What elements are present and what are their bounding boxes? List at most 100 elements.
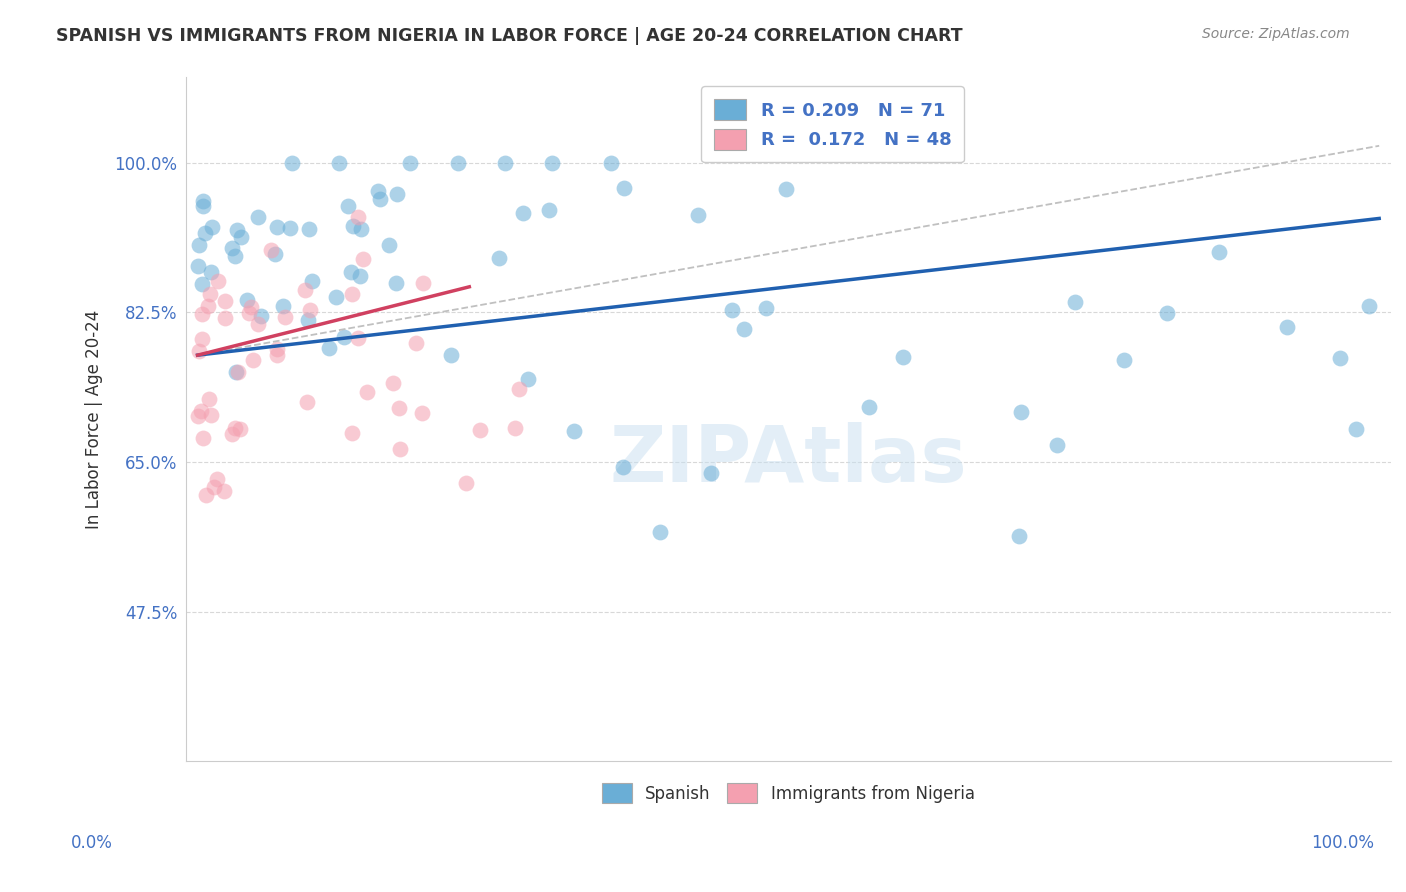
Point: [187, 343, 209, 358]
Point: [347, 330, 370, 344]
Point: [389, 442, 412, 457]
Point: [221, 426, 243, 441]
Point: [194, 227, 217, 241]
Point: [734, 321, 756, 335]
Point: [1010, 405, 1032, 419]
Point: [207, 274, 229, 288]
Point: [246, 210, 269, 224]
Point: [193, 199, 215, 213]
Point: [648, 525, 671, 540]
Point: [281, 156, 304, 170]
Point: [273, 310, 295, 325]
Point: [503, 421, 526, 435]
Point: [512, 206, 534, 220]
Legend: Spanish, Immigrants from Nigeria: Spanish, Immigrants from Nigeria: [591, 772, 987, 814]
Point: [195, 488, 218, 502]
Point: [200, 265, 222, 279]
Text: 100.0%: 100.0%: [1312, 834, 1374, 852]
Point: [191, 307, 214, 321]
Point: [191, 332, 214, 346]
Point: [224, 421, 246, 435]
Point: [200, 409, 222, 423]
Point: [1275, 320, 1298, 334]
Text: 0.0%: 0.0%: [70, 834, 112, 852]
Point: [612, 460, 634, 475]
Point: [224, 249, 246, 263]
Point: [564, 424, 586, 438]
Point: [686, 208, 709, 222]
Point: [229, 230, 252, 244]
Point: [1063, 295, 1085, 310]
Point: [382, 376, 405, 390]
Point: [342, 425, 364, 440]
Point: [1329, 351, 1351, 365]
Point: [412, 276, 434, 290]
Point: [239, 300, 262, 314]
Point: [337, 199, 360, 213]
Point: [197, 299, 219, 313]
Point: [600, 156, 623, 170]
Point: [1208, 244, 1230, 259]
Point: [332, 330, 354, 344]
Point: [517, 372, 540, 386]
Point: [214, 294, 236, 309]
Point: [190, 404, 212, 418]
Point: [339, 265, 361, 279]
Point: [202, 480, 225, 494]
Point: [187, 238, 209, 252]
Point: [1156, 306, 1178, 320]
Point: [298, 222, 321, 236]
Point: [226, 365, 249, 379]
Point: [328, 156, 350, 170]
Point: [538, 202, 561, 217]
Point: [342, 219, 364, 234]
Point: [212, 483, 235, 498]
Point: [301, 274, 323, 288]
Point: [1112, 353, 1135, 368]
Y-axis label: In Labor Force | Age 20-24: In Labor Force | Age 20-24: [86, 310, 103, 529]
Point: [446, 156, 468, 170]
Point: [266, 343, 288, 357]
Point: [318, 342, 340, 356]
Point: [242, 352, 264, 367]
Point: [197, 392, 219, 406]
Point: [263, 247, 285, 261]
Point: [342, 286, 364, 301]
Point: [236, 293, 259, 307]
Point: [247, 317, 270, 331]
Point: [350, 222, 373, 236]
Point: [891, 351, 914, 365]
Point: [411, 405, 433, 419]
Point: [295, 394, 318, 409]
Point: [440, 348, 463, 362]
Point: [384, 277, 406, 291]
Point: [399, 156, 422, 170]
Point: [541, 156, 564, 170]
Point: [271, 299, 294, 313]
Text: ZIPAtlas: ZIPAtlas: [610, 422, 967, 499]
Point: [367, 184, 389, 198]
Point: [388, 401, 411, 416]
Point: [368, 192, 391, 206]
Point: [298, 303, 321, 318]
Point: [352, 252, 374, 266]
Text: SPANISH VS IMMIGRANTS FROM NIGERIA IN LABOR FORCE | AGE 20-24 CORRELATION CHART: SPANISH VS IMMIGRANTS FROM NIGERIA IN LA…: [56, 27, 963, 45]
Point: [214, 311, 236, 326]
Point: [721, 303, 744, 318]
Point: [187, 409, 209, 424]
Point: [613, 181, 636, 195]
Point: [205, 472, 228, 486]
Point: [1358, 300, 1381, 314]
Point: [229, 422, 252, 436]
Point: [280, 220, 302, 235]
Point: [191, 194, 214, 208]
Point: [1008, 528, 1031, 542]
Point: [508, 382, 530, 396]
Point: [858, 400, 880, 414]
Point: [266, 347, 288, 361]
Point: [494, 156, 516, 170]
Point: [297, 313, 319, 327]
Point: [250, 310, 273, 324]
Point: [378, 237, 401, 252]
Point: [385, 186, 408, 201]
